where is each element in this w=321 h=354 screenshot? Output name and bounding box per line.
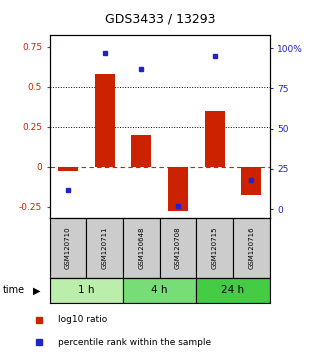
Text: GSM120715: GSM120715 <box>212 227 218 269</box>
Text: 24 h: 24 h <box>221 285 245 295</box>
Bar <box>204 110 225 166</box>
Text: GSM120711: GSM120711 <box>102 227 108 269</box>
Text: log10 ratio: log10 ratio <box>58 315 107 324</box>
Bar <box>95 74 115 166</box>
Bar <box>196 278 270 303</box>
Bar <box>233 218 270 278</box>
Bar <box>123 218 160 278</box>
Text: ▶: ▶ <box>33 285 41 295</box>
Text: GSM120710: GSM120710 <box>65 227 71 269</box>
Text: GSM120648: GSM120648 <box>138 227 144 269</box>
Bar <box>50 218 86 278</box>
Bar <box>168 166 188 211</box>
Bar <box>58 166 78 171</box>
Bar <box>123 278 196 303</box>
Bar <box>131 135 152 166</box>
Bar <box>241 166 261 195</box>
Text: percentile rank within the sample: percentile rank within the sample <box>58 338 211 347</box>
Text: GSM120716: GSM120716 <box>248 227 254 269</box>
Text: time: time <box>3 285 25 295</box>
Bar <box>86 218 123 278</box>
Bar <box>50 278 123 303</box>
Text: GSM120708: GSM120708 <box>175 227 181 269</box>
Text: GDS3433 / 13293: GDS3433 / 13293 <box>105 12 216 25</box>
Text: 1 h: 1 h <box>78 285 95 295</box>
Text: 4 h: 4 h <box>152 285 168 295</box>
Bar <box>196 218 233 278</box>
Bar <box>160 218 196 278</box>
